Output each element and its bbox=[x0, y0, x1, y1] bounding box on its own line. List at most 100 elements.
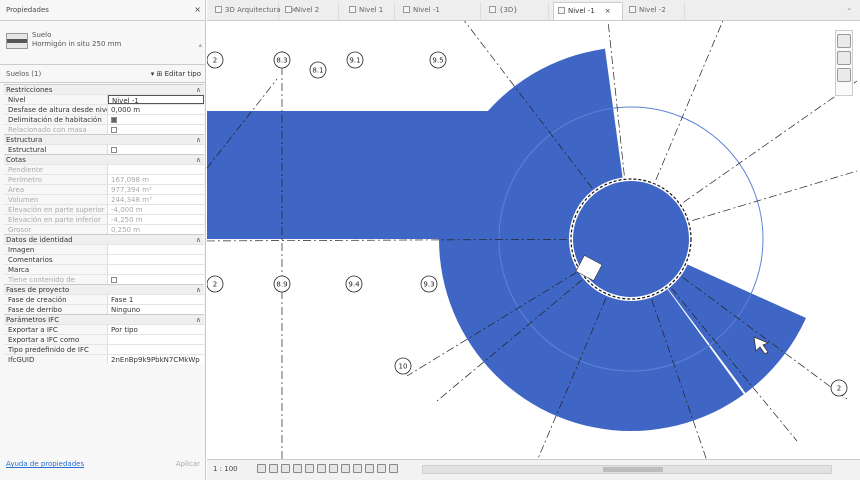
floor-slab[interactable] bbox=[207, 21, 857, 459]
grid-bubble[interactable] bbox=[830, 379, 848, 397]
property-value[interactable]: 0,000 m bbox=[108, 105, 204, 114]
collapse-icon[interactable]: ∧ bbox=[195, 316, 201, 324]
property-value: 977,394 m² bbox=[108, 185, 204, 194]
property-value[interactable] bbox=[108, 145, 204, 154]
steering-wheel-icon[interactable] bbox=[837, 51, 851, 65]
property-value[interactable] bbox=[108, 345, 204, 354]
close-icon[interactable]: × bbox=[194, 5, 201, 14]
collapse-icon[interactable]: ∧ bbox=[195, 86, 201, 94]
apply-button[interactable]: Aplicar bbox=[175, 460, 200, 468]
collapse-icon[interactable]: ∧ bbox=[195, 286, 201, 294]
property-value[interactable]: Por tipo bbox=[108, 325, 204, 334]
property-value[interactable]: Nivel -1 bbox=[108, 95, 204, 104]
grid-bubble-label: 10 bbox=[399, 363, 408, 371]
checkbox bbox=[111, 277, 117, 283]
detail-level-icon[interactable] bbox=[257, 464, 266, 473]
section-header[interactable]: Datos de identidad ∧ bbox=[4, 234, 204, 244]
collapse-icon[interactable]: ∧ bbox=[195, 136, 201, 144]
sun-path-icon[interactable] bbox=[281, 464, 290, 473]
grid-bubble-label: 2 bbox=[213, 57, 217, 65]
property-name: Perímetro bbox=[4, 175, 108, 184]
property-value[interactable] bbox=[108, 255, 204, 264]
view-tab[interactable]: {3D} bbox=[485, 2, 549, 20]
unlock-3d-icon[interactable] bbox=[329, 464, 338, 473]
view-scale[interactable]: 1 : 100 bbox=[213, 465, 238, 473]
show-crop-icon[interactable] bbox=[317, 464, 326, 473]
tab-label: Nivel -1 bbox=[568, 7, 595, 15]
property-name: Exportar a IFC como bbox=[4, 335, 108, 344]
edit-type-button[interactable]: ▾ ⊞ Editar tipo bbox=[150, 70, 201, 78]
horizontal-scrollbar[interactable] bbox=[422, 465, 832, 474]
property-name: Tipo predefinido de IFC bbox=[4, 345, 108, 354]
property-value[interactable]: Ninguno bbox=[108, 305, 204, 314]
grid-bubble-label: 8.9 bbox=[276, 281, 287, 289]
instance-filter[interactable]: Suelos (1) ▾ ⊞ Editar tipo bbox=[0, 65, 205, 83]
floor-type-icon bbox=[6, 33, 28, 49]
tab-list-icon[interactable]: ⌄ bbox=[846, 4, 852, 12]
grid-bubble[interactable] bbox=[207, 51, 224, 69]
drawing-canvas[interactable]: 2 8.3 8.1 9.1 9.5 2 8.9 9.4 9.3 10 2 bbox=[207, 21, 860, 459]
floor-plan[interactable]: 2 8.3 8.1 9.1 9.5 2 8.9 9.4 9.3 10 2 bbox=[207, 21, 860, 459]
view-tab[interactable]: Nivel -1 bbox=[399, 2, 481, 20]
view-icon bbox=[403, 6, 410, 13]
shaft-edge bbox=[570, 178, 692, 300]
view-tab[interactable]: Nivel 2 bbox=[281, 2, 339, 20]
crop-view-icon[interactable] bbox=[305, 464, 314, 473]
collapse-icon[interactable]: ∧ bbox=[195, 236, 201, 244]
visual-style-icon[interactable] bbox=[269, 464, 278, 473]
collapse-icon[interactable]: ∧ bbox=[195, 156, 201, 164]
grid-bubble[interactable] bbox=[273, 275, 291, 293]
property-value[interactable]: 2nEnBp9k9PbkN7CMkWp bbox=[108, 355, 204, 364]
checkbox[interactable] bbox=[111, 117, 117, 123]
section-header[interactable]: Fases de proyecto ∧ bbox=[4, 284, 204, 294]
property-value[interactable] bbox=[108, 265, 204, 274]
grid-bubble[interactable] bbox=[309, 61, 327, 79]
property-row: Fase de derribo Ninguno bbox=[4, 304, 204, 314]
view-tab[interactable]: Nivel -1 × bbox=[553, 2, 623, 20]
zoom-icon[interactable] bbox=[837, 68, 851, 82]
close-tab-icon[interactable]: × bbox=[290, 6, 297, 14]
viewcube-icon[interactable] bbox=[837, 34, 851, 48]
checkbox[interactable] bbox=[111, 147, 117, 153]
section-header[interactable]: Estructura ∧ bbox=[4, 134, 204, 144]
reveal-constraints-icon[interactable] bbox=[389, 464, 398, 473]
section-title: Restricciones bbox=[6, 86, 53, 94]
section-header[interactable]: Restricciones ∧ bbox=[4, 84, 204, 94]
property-name: Nivel bbox=[4, 95, 108, 104]
view-tab[interactable]: 3D Arquitectura × bbox=[211, 2, 297, 20]
grid-bubble-label: 9.4 bbox=[348, 281, 360, 289]
view-icon bbox=[215, 6, 222, 13]
scroll-arrow-icon[interactable]: ▴ bbox=[198, 41, 202, 49]
property-row: Desfase de altura desde nivel 0,000 m bbox=[4, 104, 204, 114]
grid-bubble[interactable] bbox=[207, 275, 224, 293]
grid-bubble[interactable] bbox=[394, 357, 412, 375]
grid-bubble[interactable] bbox=[429, 51, 447, 69]
shadows-icon[interactable] bbox=[293, 464, 302, 473]
inner-ring bbox=[498, 106, 764, 372]
close-tab-icon[interactable]: × bbox=[604, 7, 611, 15]
grid-bubbles: 2 8.3 8.1 9.1 9.5 2 8.9 9.4 9.3 10 2 bbox=[207, 51, 848, 397]
type-selector[interactable]: Suelo Hormigón in situ 250 mm ▴ bbox=[0, 21, 205, 65]
highlight-displacement-icon[interactable] bbox=[377, 464, 386, 473]
property-value[interactable] bbox=[108, 335, 204, 344]
checkbox bbox=[111, 127, 117, 133]
grid-bubble[interactable] bbox=[346, 51, 364, 69]
view-tab[interactable]: Nivel -2 bbox=[625, 2, 685, 20]
property-value[interactable] bbox=[108, 115, 204, 124]
property-row: Pendiente bbox=[4, 164, 204, 174]
property-row: Grosor 0,250 m bbox=[4, 224, 204, 234]
scrollbar-thumb[interactable] bbox=[603, 467, 663, 472]
grid-bubble[interactable] bbox=[273, 51, 291, 69]
property-value[interactable] bbox=[108, 245, 204, 254]
grid-bubble[interactable] bbox=[420, 275, 438, 293]
section-header[interactable]: Cotas ∧ bbox=[4, 154, 204, 164]
temporary-hide-icon[interactable] bbox=[341, 464, 350, 473]
property-value[interactable]: Fase 1 bbox=[108, 295, 204, 304]
view-tab[interactable]: Nivel 1 bbox=[345, 2, 395, 20]
grid-bubble[interactable] bbox=[345, 275, 363, 293]
reveal-hidden-icon[interactable] bbox=[353, 464, 362, 473]
property-row: Imagen bbox=[4, 244, 204, 254]
section-header[interactable]: Parámetros IFC ∧ bbox=[4, 314, 204, 324]
help-link[interactable]: Ayuda de propiedades bbox=[6, 460, 85, 468]
analytical-model-icon[interactable] bbox=[365, 464, 374, 473]
